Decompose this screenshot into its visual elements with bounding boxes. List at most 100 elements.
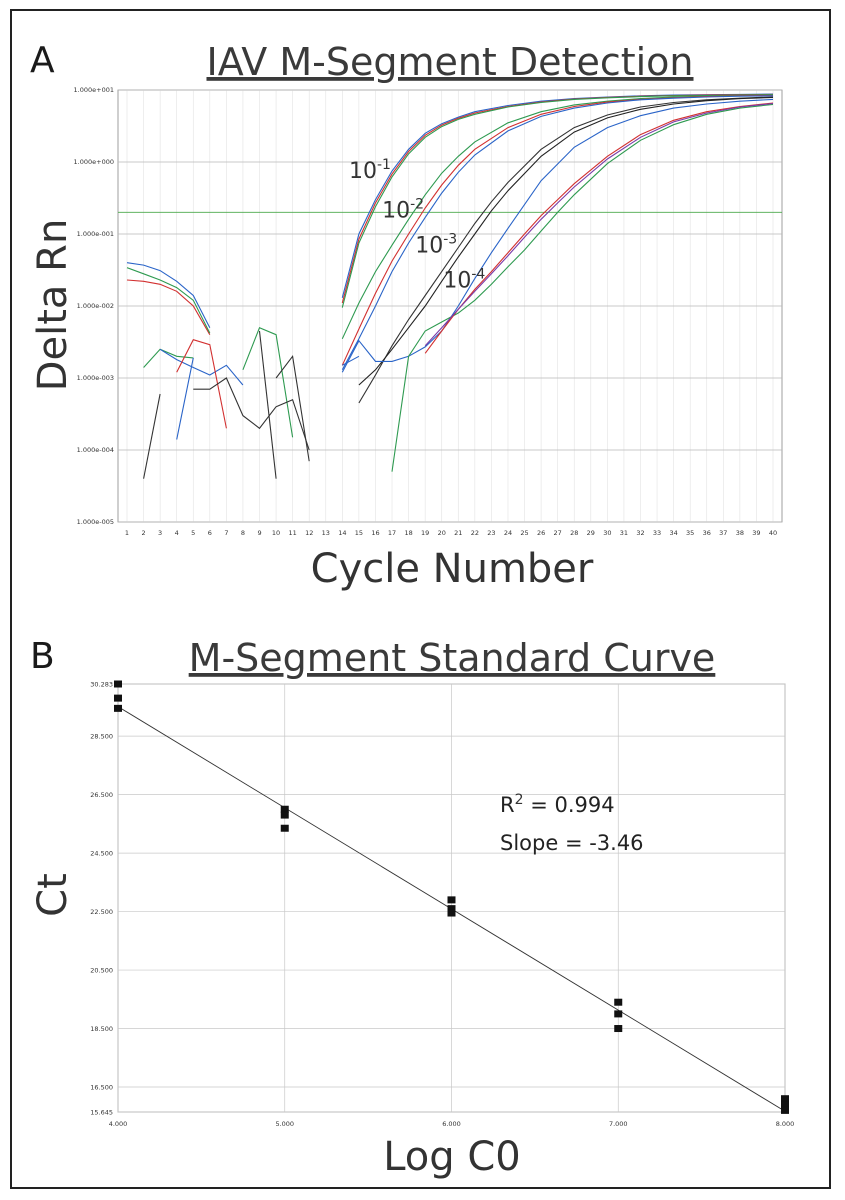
data-point xyxy=(280,824,289,832)
panel-a-ylabel: Delta Rn xyxy=(30,219,76,392)
r2-label: R xyxy=(500,793,515,817)
data-point xyxy=(447,909,456,917)
x-tick-label: 9 xyxy=(257,529,261,537)
x-tick-label: 11 xyxy=(289,529,297,537)
amplification-curve xyxy=(341,95,774,371)
dilution-label: 10-3 xyxy=(415,232,457,259)
y-tick-label: 1.000e-005 xyxy=(77,518,114,526)
x-tick-label: 14 xyxy=(338,529,346,537)
x-tick-label: 21 xyxy=(454,529,462,537)
x-tick-label: 13 xyxy=(322,529,330,537)
r2-superscript: 2 xyxy=(515,792,524,808)
x-tick-label: 38 xyxy=(736,529,744,537)
amplification-curve xyxy=(358,96,774,404)
amplification-curve xyxy=(126,279,211,335)
amplification-curve xyxy=(258,330,277,479)
x-tick-label: 1 xyxy=(125,529,129,537)
amplification-curve xyxy=(176,339,227,429)
x-tick-label: 6.000 xyxy=(442,1120,461,1128)
data-point xyxy=(114,680,122,688)
dilution-label: 10-4 xyxy=(443,267,485,294)
data-point xyxy=(114,704,122,712)
x-tick-label: 35 xyxy=(686,529,694,537)
r2-value: = 0.994 xyxy=(524,793,615,817)
x-tick-label: 23 xyxy=(487,529,495,537)
x-tick-label: 26 xyxy=(537,529,545,537)
panel-a-xlabel: Cycle Number xyxy=(311,546,594,592)
amplification-curve xyxy=(424,102,774,354)
x-tick-label: 15 xyxy=(355,529,363,537)
amplification-curve xyxy=(176,357,194,440)
y-tick-label: 1.000e-003 xyxy=(77,374,114,382)
data-point xyxy=(781,1101,789,1109)
data-point xyxy=(114,694,122,702)
y-tick-label: 1.000e-001 xyxy=(77,230,114,238)
x-tick-label: 2 xyxy=(141,529,145,537)
x-tick-label: 37 xyxy=(719,529,727,537)
data-point xyxy=(614,998,623,1006)
x-tick-label: 32 xyxy=(636,529,644,537)
panel-a-letter: A xyxy=(30,40,55,81)
x-tick-label: 5 xyxy=(191,529,195,537)
panel-b-ylabel: Ct xyxy=(30,873,76,917)
y-tick-label: 16.500 xyxy=(90,1084,113,1092)
panel-b-letter: B xyxy=(30,636,55,677)
amplification-curve xyxy=(341,98,774,373)
y-tick-label: 22.500 xyxy=(90,908,113,916)
panel-a-title: IAV M-Segment Detection xyxy=(206,40,693,84)
x-tick-label: 12 xyxy=(305,529,313,537)
x-tick-label: 4.000 xyxy=(109,1120,128,1128)
x-tick-label: 33 xyxy=(653,529,661,537)
x-tick-label: 28 xyxy=(570,529,578,537)
x-tick-label: 39 xyxy=(752,529,760,537)
x-tick-label: 3 xyxy=(158,529,162,537)
y-tick-label: 1.000e+001 xyxy=(74,86,114,94)
y-tick-label: 24.500 xyxy=(90,850,113,858)
amplification-curve xyxy=(341,94,774,308)
x-tick-label: 19 xyxy=(421,529,429,537)
y-tick-label: 30.283 xyxy=(90,681,113,689)
y-tick-label: 1.000e-004 xyxy=(77,446,114,454)
amplification-curve xyxy=(341,94,774,340)
data-point xyxy=(781,1095,789,1103)
x-tick-label: 25 xyxy=(520,529,528,537)
panel-b-title: M-Segment Standard Curve xyxy=(189,636,716,680)
x-tick-label: 16 xyxy=(371,529,379,537)
y-tick-label: 28.500 xyxy=(90,733,113,741)
y-tick-label: 15.645 xyxy=(90,1109,113,1117)
x-tick-label: 17 xyxy=(388,529,396,537)
x-tick-label: 31 xyxy=(620,529,628,537)
x-tick-label: 27 xyxy=(554,529,562,537)
x-tick-label: 24 xyxy=(504,529,512,537)
amplification-curve xyxy=(126,267,211,334)
x-tick-label: 10 xyxy=(272,529,280,537)
amplification-curve xyxy=(342,355,360,366)
data-point xyxy=(614,1010,623,1018)
y-tick-label: 1.000e-002 xyxy=(77,302,114,310)
amplification-curve xyxy=(275,398,310,451)
dilution-label: 10-2 xyxy=(382,196,424,223)
x-tick-label: 29 xyxy=(587,529,595,537)
slope-annotation: Slope = -3.46 xyxy=(500,831,644,855)
figure-frame xyxy=(10,9,831,1189)
amplification-curve xyxy=(193,377,277,430)
x-tick-label: 8 xyxy=(241,529,245,537)
amplification-curve xyxy=(126,262,211,328)
x-tick-label: 36 xyxy=(703,529,711,537)
dilution-label: 10-1 xyxy=(349,157,391,184)
x-tick-label: 34 xyxy=(669,529,677,537)
data-point xyxy=(447,905,456,913)
amplification-curve xyxy=(275,354,310,462)
x-tick-label: 4 xyxy=(175,529,179,537)
y-tick-label: 20.500 xyxy=(90,967,113,975)
amplification-curve xyxy=(358,96,774,386)
y-tick-label: 26.500 xyxy=(90,791,113,799)
x-tick-label: 6 xyxy=(208,529,212,537)
amplification-curve xyxy=(159,348,244,386)
amplification-curve xyxy=(391,103,774,472)
x-tick-label: 22 xyxy=(471,529,479,537)
x-tick-label: 20 xyxy=(438,529,446,537)
amplification-curve xyxy=(424,102,774,347)
data-point xyxy=(447,896,456,904)
